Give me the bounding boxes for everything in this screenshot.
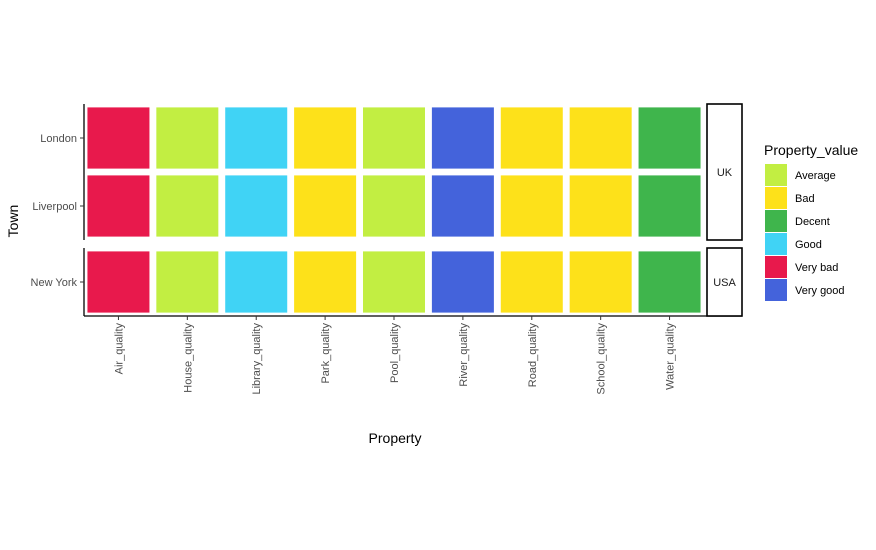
legend-title: Property_value: [764, 142, 858, 158]
cell-london-road-quality: [500, 107, 563, 169]
cell-new-york-school-quality: [569, 251, 632, 313]
cell-london-school-quality: [569, 107, 632, 169]
legend-label-bad: Bad: [795, 193, 815, 205]
cell-new-york-river-quality: [431, 251, 494, 313]
legend-key-average: [765, 164, 787, 186]
y-tick-label-london: London: [40, 133, 77, 145]
x-tick-label-water-quality: Water_quality: [665, 323, 677, 390]
cell-liverpool-air-quality: [87, 175, 150, 237]
x-tick-label-house-quality: House_quality: [182, 323, 194, 393]
legend-label-very-bad: Very bad: [795, 262, 838, 274]
x-tick-label-road-quality: Road_quality: [527, 323, 539, 388]
legend-key-very-bad: [765, 256, 787, 278]
cell-liverpool-river-quality: [431, 175, 494, 237]
legend-label-very-good: Very good: [795, 285, 845, 297]
legend-key-good: [765, 233, 787, 255]
cell-new-york-water-quality: [638, 251, 701, 313]
cell-new-york-air-quality: [87, 251, 150, 313]
cell-london-pool-quality: [363, 107, 425, 169]
x-tick-label-library-quality: Library_quality: [251, 323, 263, 395]
legend-key-very-good: [765, 279, 787, 301]
x-axis-title: Property: [369, 430, 422, 446]
x-tick-label-pool-quality: Pool_quality: [389, 323, 401, 383]
x-tick-label-air-quality: Air_quality: [113, 323, 125, 375]
cell-liverpool-house-quality: [156, 175, 219, 237]
cell-liverpool-road-quality: [500, 175, 563, 237]
cell-liverpool-pool-quality: [363, 175, 425, 237]
cell-new-york-pool-quality: [363, 251, 425, 313]
cell-new-york-house-quality: [156, 251, 219, 313]
cell-london-house-quality: [156, 107, 219, 169]
facet-strip-usa: [706, 247, 743, 317]
y-tick-label-new-york: New York: [31, 277, 78, 289]
legend-key-decent: [765, 210, 787, 232]
x-tick-label-park-quality: Park_quality: [320, 323, 332, 384]
legend: Property_value Average Bad Decent Good Very …: [764, 142, 858, 301]
cell-london-water-quality: [638, 107, 701, 169]
heatmap-cells: [87, 107, 701, 313]
cell-london-library-quality: [225, 107, 288, 169]
facet-strip-label-uk: UK: [717, 167, 733, 179]
cell-liverpool-water-quality: [638, 175, 701, 237]
cell-liverpool-library-quality: [225, 175, 288, 237]
facet-strip-uk: [706, 103, 743, 241]
legend-label-good: Good: [795, 239, 822, 251]
x-tick-label-school-quality: School_quality: [596, 323, 608, 395]
cell-london-air-quality: [87, 107, 150, 169]
cell-london-park-quality: [294, 107, 357, 169]
facet-strip-label-usa: USA: [713, 277, 736, 289]
x-tick-label-river-quality: River_quality: [458, 323, 470, 387]
cell-new-york-road-quality: [500, 251, 563, 313]
cell-new-york-library-quality: [225, 251, 288, 313]
legend-key-bad: [765, 187, 787, 209]
cell-liverpool-park-quality: [294, 175, 357, 237]
legend-label-average: Average: [795, 170, 836, 182]
cell-london-river-quality: [431, 107, 494, 169]
cell-liverpool-school-quality: [569, 175, 632, 237]
cell-new-york-park-quality: [294, 251, 357, 313]
y-axis-ticks: London Liverpool New York: [31, 133, 84, 289]
y-axis-title: Town: [5, 205, 21, 238]
legend-label-decent: Decent: [795, 216, 830, 228]
y-tick-label-liverpool: Liverpool: [32, 201, 77, 213]
facet-strips: UK USA: [706, 103, 743, 317]
x-axis-ticks: Air_quality House_quality Library_quality P…: [113, 316, 677, 395]
